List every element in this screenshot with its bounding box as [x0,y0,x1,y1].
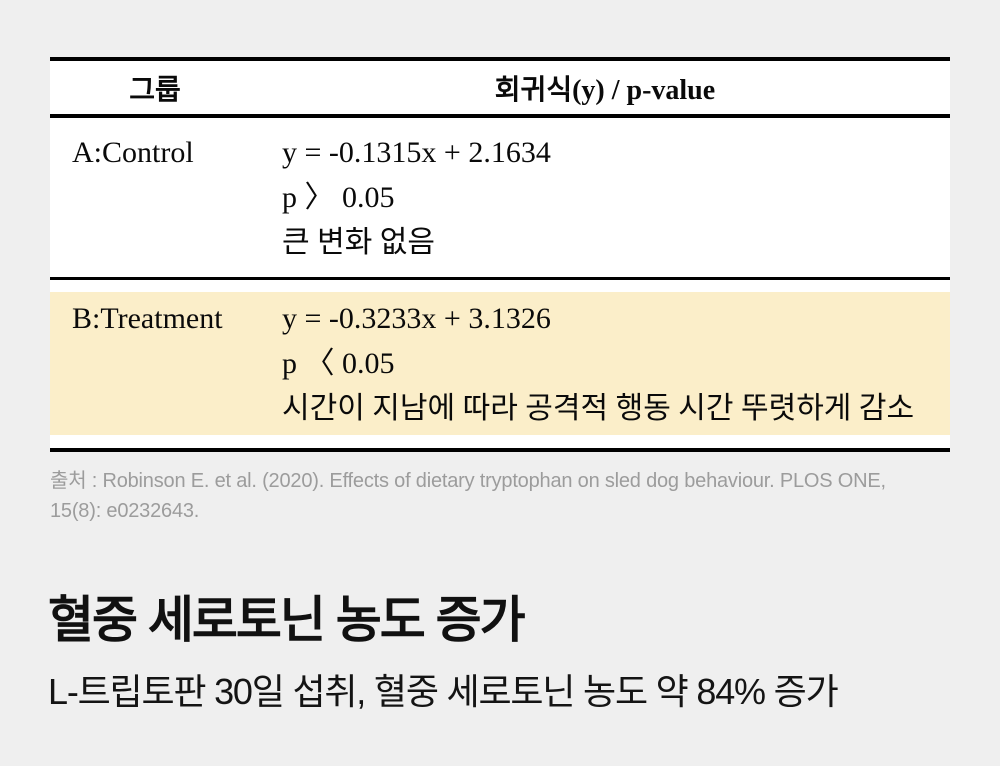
table-row-divider-rule [50,277,950,280]
treatment-interpretation: 시간이 지남에 따라 공격적 행동 시간 뚜렷하게 감소 [282,392,915,425]
column-header-equation-pvalue: 회귀식(y) / p-value [494,74,716,106]
treatment-equation: y = -0.3233x + 3.1326 [282,302,551,335]
treatment-p-value: p 〈 0.05 [282,347,395,380]
page-title: 혈중 세로토닌 농도 증가 [48,592,526,648]
table-bottom-rule [50,448,950,452]
treatment-details: y = -0.3233x + 3.1326 p 〈 0.05 시간이 지남에 따… [260,296,950,431]
table-row-treatment: B:Treatment y = -0.3233x + 3.1326 p 〈 0.… [50,292,950,435]
table-header-rule [50,114,950,118]
column-header-group: 그룹 [129,74,181,106]
control-p-value: p 〉 0.05 [282,181,395,214]
table-top-rule [50,57,950,61]
table-bottom-spacer [50,435,950,448]
citation-line-1: 출처 : Robinson E. et al. (2020). Effects … [50,470,886,492]
table-row-control: A:Control y = -0.1315x + 2.1634 p 〉 0.05… [50,118,950,277]
source-citation: 출처 : Robinson E. et al. (2020). Effects … [50,466,886,526]
regression-table: 그룹 회귀식(y) / p-value A:Control y = -0.131… [50,57,950,452]
page-subtitle: L-트립토판 30일 섭취, 혈중 세로토닌 농도 약 84% 증가 [48,671,839,712]
table-row-spacer [50,280,950,292]
control-details: y = -0.1315x + 2.1634 p 〉 0.05 큰 변화 없음 [260,130,950,265]
citation-line-2: 15(8): e0232643. [50,500,200,522]
table-header-row: 그룹 회귀식(y) / p-value [50,61,950,114]
group-label-control: A:Control [72,136,194,169]
group-label-treatment: B:Treatment [72,302,223,335]
control-equation: y = -0.1315x + 2.1634 [282,136,551,169]
control-interpretation: 큰 변화 없음 [282,226,435,259]
